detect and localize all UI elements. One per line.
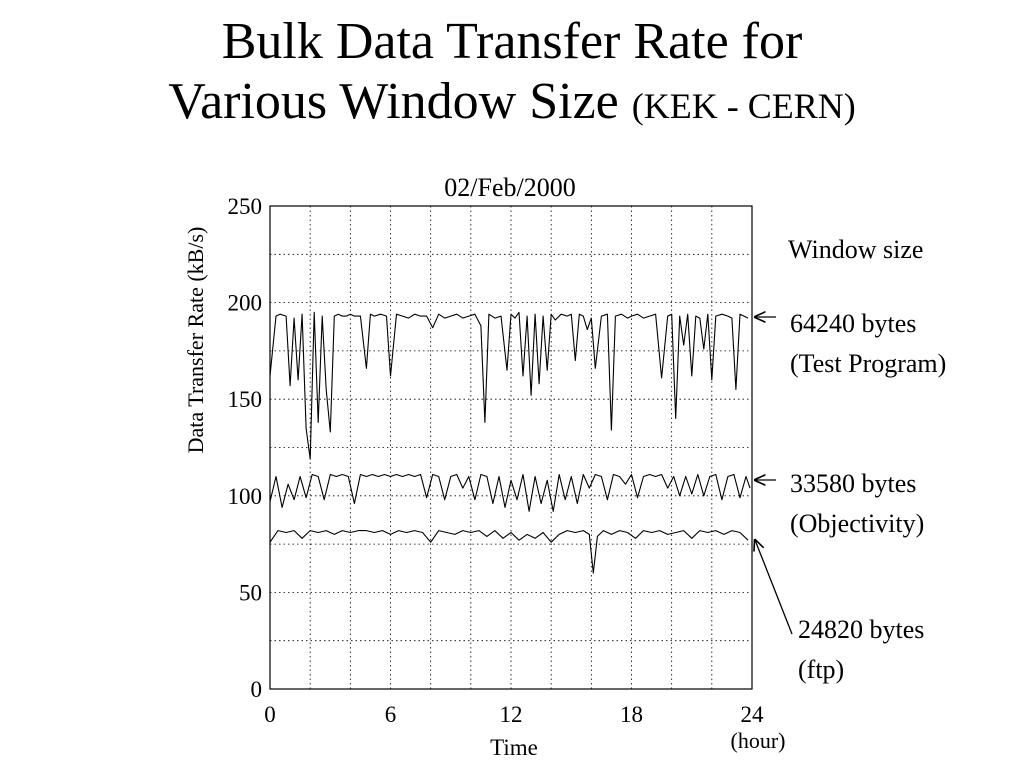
x-tick-label: 12 bbox=[500, 702, 523, 727]
series-label: (ftp) bbox=[798, 655, 844, 684]
series-label: 64240 bytes bbox=[790, 309, 916, 338]
y-tick-label: 200 bbox=[228, 291, 263, 316]
series-label: (Objectivity) bbox=[790, 509, 924, 538]
title-main: Various Window Size bbox=[168, 73, 619, 130]
x-tick-label: 0 bbox=[264, 702, 276, 727]
slide-title: Bulk Data Transfer Rate for Various Wind… bbox=[0, 12, 1024, 136]
series-label: (Test Program) bbox=[790, 349, 946, 378]
series-line-3 bbox=[269, 530, 749, 574]
series-line-1 bbox=[269, 311, 749, 460]
x-tick-label: 6 bbox=[385, 702, 397, 727]
y-tick-label: 100 bbox=[228, 484, 263, 509]
x-tick-label: 18 bbox=[620, 702, 643, 727]
y-tick-label: 0 bbox=[251, 677, 263, 702]
chart-title: 02/Feb/2000 bbox=[444, 173, 575, 202]
plot-frame bbox=[269, 205, 753, 690]
title-line-2: Various Window Size (KEK - CERN) bbox=[0, 72, 1024, 136]
title-line-1: Bulk Data Transfer Rate for bbox=[221, 13, 803, 70]
x-axis-unit: (hour) bbox=[731, 728, 786, 753]
y-tick-label: 50 bbox=[239, 580, 262, 605]
y-tick-label: 150 bbox=[228, 387, 263, 412]
x-axis-label: Time bbox=[490, 735, 538, 760]
y-tick-label: 250 bbox=[228, 194, 263, 219]
legend-title: Window size bbox=[788, 235, 923, 264]
chart-grid bbox=[270, 206, 752, 689]
x-tick-label: 24 bbox=[741, 702, 765, 727]
title-suffix: (KEK - CERN) bbox=[631, 86, 856, 126]
axis-layer: 0 6 12 18 24 0 50 100 150 200 250 bbox=[228, 194, 765, 727]
series-label: 33580 bytes bbox=[790, 469, 916, 498]
series-label-layer: 64240 bytes (Test Program) 33580 bytes (Obj… bbox=[755, 309, 946, 684]
y-axis-label: Data Transfer Rate (kB/s) bbox=[183, 227, 208, 454]
series-layer bbox=[269, 311, 751, 574]
series-label: 24820 bytes bbox=[798, 615, 924, 644]
series-pointer-arrow bbox=[755, 540, 793, 635]
series-line-2 bbox=[269, 473, 751, 512]
